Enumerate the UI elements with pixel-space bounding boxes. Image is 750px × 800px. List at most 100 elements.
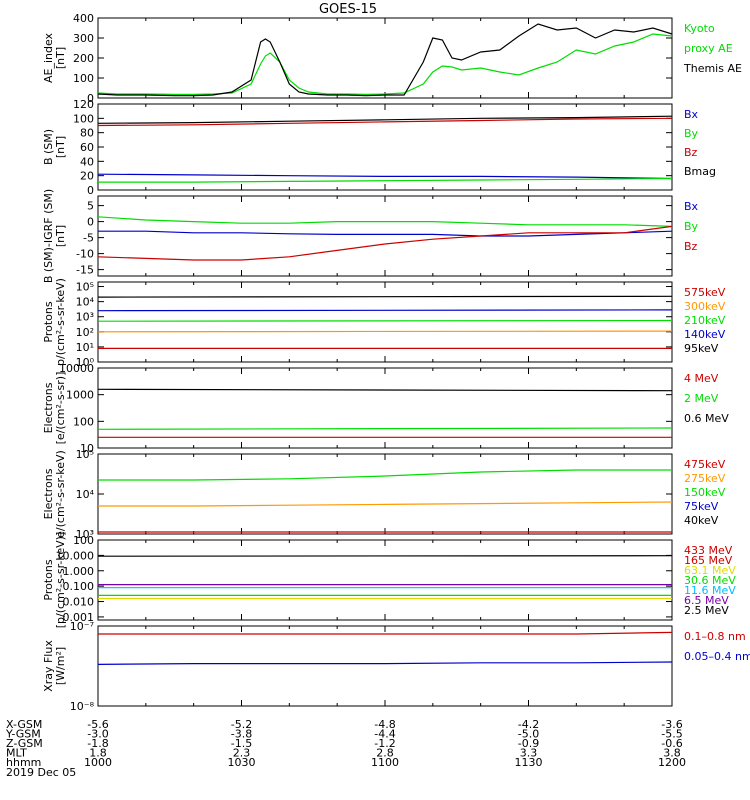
x-tick-value: -1.5: [231, 737, 252, 750]
y-tick-label: 400: [73, 12, 94, 25]
y-tick-label: 40: [80, 155, 94, 168]
legend-entry: Themis AE: [683, 62, 742, 75]
series-line: [97, 319, 673, 322]
panel-ae: 0 100 200 300 400 AE_index [nT] Kyoto proxy AE Th…: [42, 12, 742, 105]
series-line: [97, 23, 673, 97]
legend-entry: 0.05–0.4 nm: [684, 650, 750, 663]
y-axis-label: [nT]: [54, 47, 67, 69]
legend-entry: 6.5 MeV: [684, 594, 729, 607]
y-axis-label: Protons: [42, 559, 55, 600]
panel-electrons_kev: 10³ 10⁴ 10⁵ Electrons e/(cm²-s-sr-keV) 475keV…: [42, 448, 726, 541]
y-tick-label: 100: [73, 72, 94, 85]
series-line: [97, 295, 673, 298]
panel-bsub: 5 0 -5 -10 -15 B (SM)-IGRF (SM) [nT] Bx By Bz: [42, 189, 699, 283]
legend-entry: Bz: [684, 146, 698, 159]
legend-entry: By: [684, 220, 699, 233]
panel-frame: [97, 625, 673, 707]
legend-entry: 475keV: [684, 458, 726, 471]
legend-entry: 575keV: [684, 286, 726, 299]
legend-entry: 0.6 MeV: [684, 412, 729, 425]
y-tick-label: 20: [80, 170, 94, 183]
x-tick-value: -4.8: [374, 718, 395, 731]
series-line: [97, 309, 673, 312]
y-tick-label: 10³: [76, 528, 94, 541]
legend-entry: Kyoto: [684, 22, 715, 35]
y-tick-label: 10⁻⁸: [70, 700, 95, 713]
legend-entry: Bmag: [684, 165, 716, 178]
y-tick-label: 5: [87, 200, 94, 213]
y-tick-label: 10²: [76, 326, 94, 339]
y-tick-label: 0.010: [63, 596, 95, 609]
series-line: [98, 631, 673, 635]
y-axis-label: AE_index: [42, 32, 55, 83]
y-tick-label: 10³: [76, 311, 94, 324]
series-line: [98, 177, 673, 183]
series-line: [97, 661, 673, 666]
x-tick-value: -0.9: [518, 737, 539, 750]
legend-entry: 63.1 MeV: [684, 564, 736, 577]
x-tick-value: -3.6: [661, 718, 682, 731]
y-tick-label: 10⁴: [76, 296, 95, 309]
y-tick-label: 200: [73, 52, 94, 65]
y-tick-label: 0: [87, 92, 94, 105]
panel-frame: [97, 17, 673, 99]
x-tick-value: 1000: [84, 756, 112, 769]
y-tick-label: 0: [87, 216, 94, 229]
chart-title: GOES-15: [319, 2, 377, 17]
panel-electrons_mev: 10 100 1000 10000 Electrons [e/(cm²-s-sr)] 4 M…: [42, 362, 729, 455]
panel-frame: [97, 453, 673, 535]
x-tick-value: 1.8: [89, 747, 107, 760]
y-axis-label: B (SM): [42, 129, 55, 165]
x-row-label: X-GSM: [6, 718, 42, 731]
legend-entry: 30.6 MeV: [684, 574, 736, 587]
x-tick-value: 1100: [371, 756, 399, 769]
y-axis-label: [nT]: [54, 136, 67, 158]
y-tick-label: 10¹: [76, 341, 94, 354]
x-tick-value: -0.6: [661, 737, 682, 750]
series-line: [98, 469, 672, 481]
legend-entry: 11.6 MeV: [684, 584, 736, 597]
series-line: [97, 555, 673, 557]
series-line: [98, 501, 673, 507]
y-tick-label: -15: [76, 264, 94, 277]
legend-entry: 300keV: [684, 300, 726, 313]
x-row-label: Y-GSM: [5, 728, 41, 741]
y-tick-label: 10⁻⁷: [70, 620, 94, 633]
y-tick-label: 0.001: [63, 611, 95, 624]
x-row-label: MLT: [6, 747, 27, 760]
y-axis-label: Electrons: [42, 382, 55, 433]
y-axis-label: [W/m²]: [54, 647, 67, 685]
series-line: [98, 230, 673, 237]
series-line: [97, 330, 673, 333]
legend-entry: 210keV: [684, 314, 726, 327]
panel-protons_low: 10⁰ 10¹ 10² 10³ 10⁴ 10⁵ Protons p/(cm²-s-sr-keV…: [42, 278, 726, 369]
x-tick-value: 2.8: [376, 747, 394, 760]
y-tick-label: 10⁵: [76, 448, 94, 461]
legend-entry: 95keV: [684, 342, 719, 355]
y-tick-label: 10: [80, 442, 94, 455]
panel-frame: [97, 367, 673, 449]
legend-entry: 75keV: [684, 500, 719, 513]
x-tick-value: -5.0: [518, 728, 539, 741]
x-row-label: hhmm: [6, 756, 41, 769]
legend-entry: 140keV: [684, 328, 726, 341]
x-tick-value: 1030: [228, 756, 256, 769]
series-line: [97, 427, 673, 430]
y-axis-label: e/(cm²-s-sr-keV): [54, 450, 67, 538]
y-tick-label: 0: [87, 184, 94, 197]
panel-protons_high: 100 10.000 1.000 0.100 0.010 0.001 Protons [p/(…: [42, 532, 736, 629]
x-tick-value: -4.4: [374, 728, 395, 741]
panel-frame: [97, 195, 673, 277]
legend-entry: 2 MeV: [684, 392, 719, 405]
y-tick-label: 1.000: [63, 565, 95, 578]
series-line: [97, 115, 673, 124]
y-tick-label: 10⁵: [76, 281, 94, 294]
x-row-label: Z-GSM: [6, 737, 43, 750]
y-tick-label: 100: [73, 534, 94, 547]
y-axis-label: Xray Flux: [42, 640, 55, 692]
y-tick-label: 10.000: [56, 549, 95, 562]
y-tick-label: -10: [76, 248, 94, 261]
series-line: [97, 117, 673, 127]
x-tick-value: -5.5: [661, 728, 682, 741]
